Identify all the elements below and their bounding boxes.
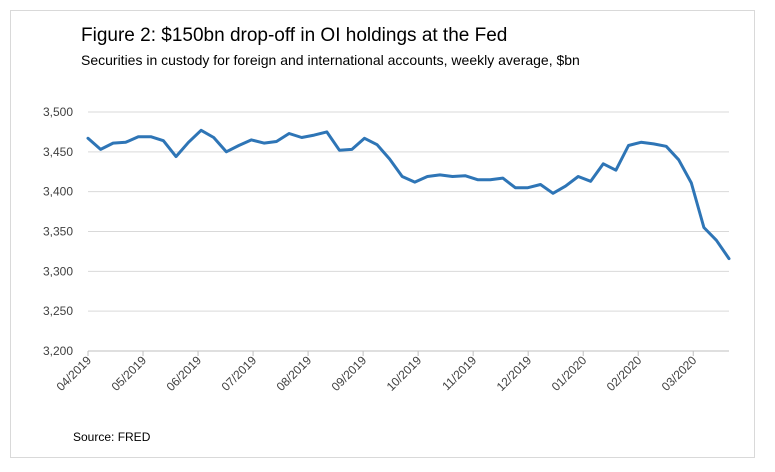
x-tick-label: 08/2019 xyxy=(274,353,315,394)
y-tick-label: 3,500 xyxy=(43,105,73,119)
x-tick-label: 10/2019 xyxy=(384,353,425,394)
chart-frame xyxy=(10,10,755,458)
y-axis-ticks: 3,200 3,250 3,300 3,350 3,400 3,450 3,500 xyxy=(43,105,73,358)
chart-subtitle: Securities in custody for foreign and in… xyxy=(81,52,580,68)
y-tick-label: 3,450 xyxy=(43,145,73,159)
x-tick-label: 12/2019 xyxy=(494,353,535,394)
y-tick-label: 3,300 xyxy=(43,264,73,278)
x-tick-label: 01/2020 xyxy=(549,353,590,394)
x-tick-label: 03/2020 xyxy=(659,353,700,394)
x-tick-label: 02/2020 xyxy=(604,353,645,394)
x-tick-label: 07/2019 xyxy=(219,353,260,394)
source-note: Source: FRED xyxy=(73,430,151,444)
series-layer xyxy=(86,128,731,261)
y-tick-label: 3,200 xyxy=(43,344,73,358)
x-tick-label: 04/2019 xyxy=(54,353,95,394)
y-tick-label: 3,400 xyxy=(43,185,73,199)
x-tick-label: 11/2019 xyxy=(439,353,479,393)
x-axis-ticks: 04/2019 05/2019 06/2019 07/2019 08/2019 09/20… xyxy=(54,353,700,394)
gridlines xyxy=(88,111,729,312)
x-tick-label: 05/2019 xyxy=(109,353,150,394)
y-tick-label: 3,250 xyxy=(43,304,73,318)
series-line xyxy=(86,128,731,261)
y-tick-label: 3,350 xyxy=(43,225,73,239)
x-axis xyxy=(87,350,729,356)
x-tick-label: 09/2019 xyxy=(329,353,370,394)
chart-title: Figure 2: $150bn drop-off in OI holdings… xyxy=(81,25,508,46)
x-tick-label: 06/2019 xyxy=(164,353,205,394)
